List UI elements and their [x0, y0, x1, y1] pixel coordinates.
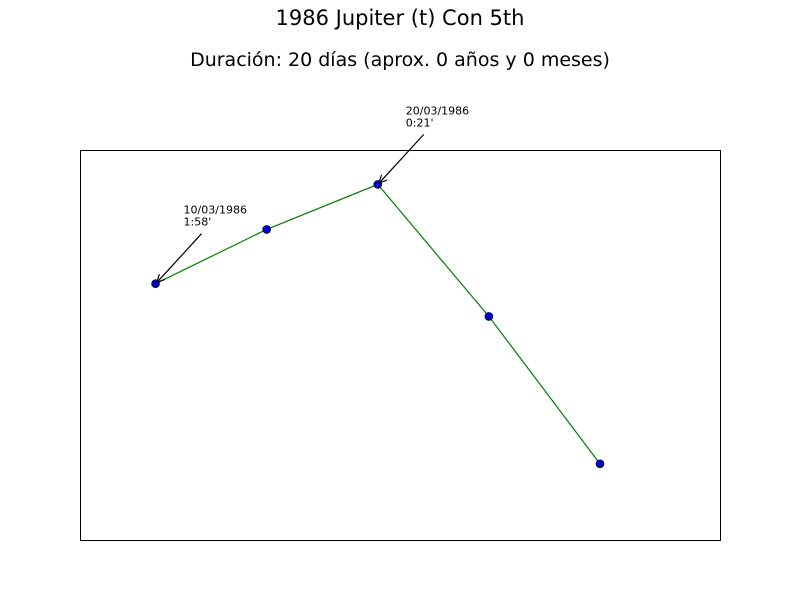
chart-subtitle: Duración: 20 días (aprox. 0 años y 0 mes… — [190, 49, 610, 71]
chart-title: 1986 Jupiter (t) Con 5th — [275, 6, 525, 30]
annotation-arrow — [158, 233, 202, 282]
data-point-3 — [484, 312, 494, 321]
annotation-date: 20/03/1986 — [406, 104, 469, 117]
data-point-1 — [262, 225, 271, 234]
annotation-arrow — [380, 133, 425, 182]
annotation-value: 1:58' — [184, 216, 212, 229]
plot-frame — [80, 150, 721, 541]
data-point-4 — [595, 459, 605, 469]
series-line — [155, 183, 601, 465]
annotation-value: 0:21' — [406, 116, 434, 129]
annotation-date: 10/03/1986 — [184, 204, 247, 217]
